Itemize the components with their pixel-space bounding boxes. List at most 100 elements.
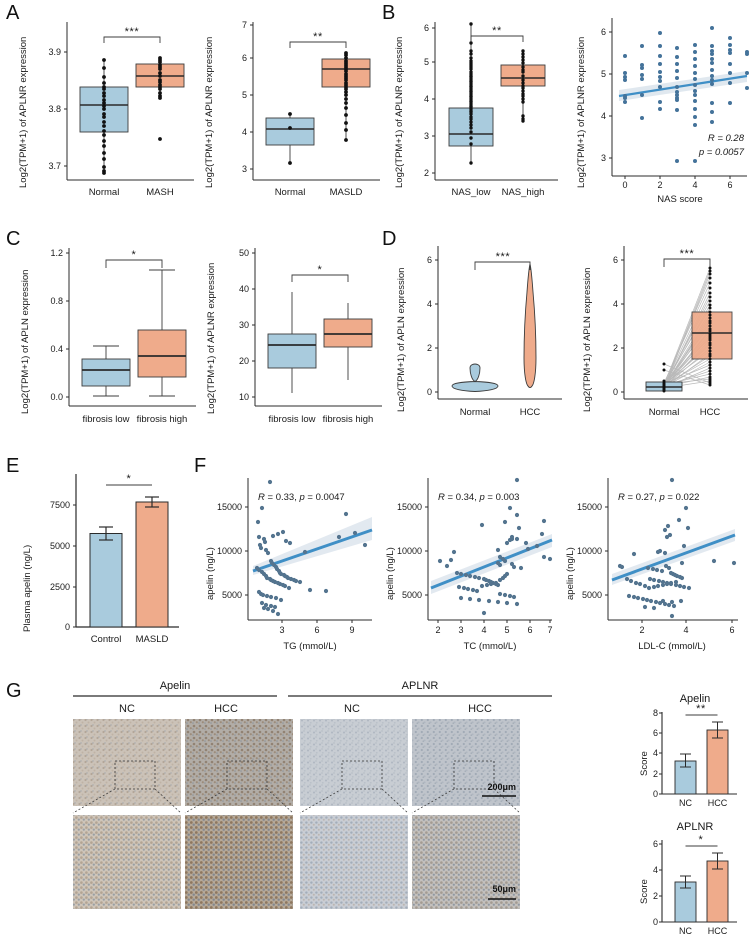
panel-label-G: G: [6, 680, 22, 702]
panelA-left-significance: ***: [103, 26, 161, 43]
panelE-significance: *: [106, 473, 152, 486]
panelB-right-xlabel: NAS score: [657, 194, 702, 205]
panelD-left-ylabel: Log2(TPM+1) of APLN expression: [396, 268, 407, 412]
panelA-left-ylabel: Log2(TPM+1) of APLNR expression: [18, 37, 29, 188]
xtick: 7: [547, 625, 552, 635]
scatter-points: [617, 477, 737, 619]
ytick: 5000: [582, 590, 602, 600]
ytick: 3: [242, 164, 247, 174]
panel-G-svg: Apelin APLNR NC HCC NC HCC 200μm 50μm: [72, 680, 552, 909]
scatter-points: [437, 477, 553, 616]
xtick: 4: [481, 625, 486, 635]
gbar-aplnr-nc: [674, 875, 697, 923]
panel-C: Log2(TPM+1) of APLN expression 0.0 0.4 0…: [14, 234, 382, 439]
boxplot-MASLD: [321, 51, 371, 142]
violin-normal: [451, 363, 499, 392]
fit-line: [618, 74, 748, 98]
panelA-left-plot: Log2(TPM+1) of APLNR expression 3.7 3.8 …: [18, 22, 194, 198]
paired-box-hcc: [691, 266, 733, 387]
ytick: 15000: [397, 502, 422, 512]
panelF-plot-TG: apelin (ng/L) 5000 10000 15000 3 6 9: [205, 478, 373, 652]
ytick: 5000: [50, 541, 70, 551]
gbar-apelin-hcc: [706, 721, 729, 795]
f3-xlabel: LDL-C (mmol/L): [638, 641, 706, 652]
sig-label: *: [318, 264, 323, 276]
xtick-masld: MASLD: [136, 634, 169, 645]
xtick: 6: [314, 625, 319, 635]
ytick: 5000: [402, 590, 422, 600]
boxplot-NAS-low: [448, 22, 494, 165]
gchart-apelin-ylabel: Score: [639, 751, 650, 776]
boxplot-fibrosis-low-APLNR: [267, 292, 317, 393]
f1-xlabel: TG (mmol/L): [283, 641, 336, 652]
ytick: 5000: [222, 590, 242, 600]
xtick-control: Control: [91, 634, 122, 645]
xtick: 3: [279, 625, 284, 635]
scatter-points: [623, 26, 749, 163]
panelD-right-significance: ***: [663, 248, 711, 267]
boxplot-normal-MASH: [79, 58, 129, 175]
ytick: 1.2: [50, 248, 63, 258]
xtick: 2: [639, 625, 644, 635]
panel-label-F: F: [194, 455, 207, 477]
group-title-aplnr: APLNR: [402, 680, 439, 692]
ytick: 3.9: [48, 47, 61, 57]
panelE-ylabel: Plasma apelin (ng/L): [22, 545, 33, 632]
xtick-nas-low: NAS_low: [451, 187, 490, 198]
ytick: 10000: [397, 546, 422, 556]
ytick: 6: [653, 728, 658, 738]
ytick: 4: [653, 865, 658, 875]
panel-C-svg: Log2(TPM+1) of APLN expression 0.0 0.4 0…: [20, 248, 382, 425]
panelF-plot-LDLC: apelin (ng/L) 5000 10000 15000 2 4 6: [565, 477, 738, 652]
ihc-image-apelin-hcc-high: [185, 815, 293, 909]
panel-A-svg: Log2(TPM+1) of APLNR expression 3.7 3.8 …: [18, 20, 380, 198]
ytick: 4: [601, 111, 606, 121]
panelD-left-significance: ***: [474, 251, 531, 270]
panelA-left-yaxis: 3.7 3.8 3.9: [48, 22, 68, 180]
panelA-right-plot: Log2(TPM+1) of APLNR expression 3 4 5 6 …: [204, 20, 380, 198]
panel-G-charts: Apelin Score 0 2 4 6 8 **: [625, 690, 755, 949]
xtick-masld: MASLD: [330, 187, 363, 198]
panelC-left-plot: Log2(TPM+1) of APLN expression 0.0 0.4 0…: [20, 248, 196, 425]
xtick-mash: MASH: [146, 187, 174, 198]
xtick-hcc: HCC: [708, 926, 728, 936]
ytick: 7: [242, 20, 247, 30]
xtick-hcc: HCC: [708, 798, 728, 808]
gchart-apelin-significance: **: [685, 703, 718, 716]
panel-G-charts-svg: Apelin Score 0 2 4 6 8 **: [639, 693, 737, 936]
group-title-apelin: Apelin: [160, 680, 191, 692]
f2-ann-R: R: [438, 492, 445, 503]
f2-ylabel: apelin (ng/L): [385, 547, 396, 600]
panel-D-svg: Log2(TPM+1) of APLN expression 0 2 4 6 *…: [396, 246, 748, 418]
sig-label: **: [696, 703, 706, 715]
panel-D: Log2(TPM+1) of APLN expression 0 2 4 6 *…: [390, 234, 755, 439]
panelF-plot-TC: apelin (ng/L) 5000 10000 15000 2 3 4 5 6…: [385, 477, 553, 652]
panelD-left-plot: Log2(TPM+1) of APLN expression 0 2 4 6 *…: [396, 246, 562, 418]
panelB-right-ylabel: Log2(TPM+1) of APLNR expression: [576, 37, 587, 188]
panel-label-D: D: [382, 228, 397, 250]
col-label-aplnr-nc: NC: [344, 703, 360, 715]
xtick: 2: [435, 625, 440, 635]
ytick: 6: [427, 255, 432, 265]
f3-ann-R: R: [618, 492, 625, 503]
f1-ann-R: R: [258, 492, 265, 503]
panel-B-svg: Log2(TPM+1) of APLNR expression 2 3 4 5 …: [394, 18, 749, 205]
fit-line: [252, 528, 373, 573]
f2-ann-rest: = 0.34,: [445, 492, 480, 503]
gchart-aplnr-significance: *: [685, 834, 718, 847]
f1-ann-p: p: [298, 492, 304, 503]
ytick: 15000: [217, 502, 242, 512]
ytick: 0.8: [50, 296, 63, 306]
ytick: 2: [613, 343, 618, 353]
ytick: 2: [653, 891, 658, 901]
ihc-image-aplnr-hcc-low: 200μm: [412, 719, 520, 806]
ihc-image-apelin-nc-low: [73, 719, 181, 806]
ihc-image-aplnr-nc-low: [300, 719, 408, 806]
panel-E: Plasma apelin (ng/L) 0 2500 5000 7500 * …: [14, 462, 194, 662]
panel-label-A: A: [6, 2, 20, 24]
xtick-fib-high: fibrosis high: [137, 414, 188, 425]
xtick: 4: [683, 625, 688, 635]
panel-label-E: E: [6, 455, 20, 477]
xtick-fib-low: fibrosis low: [269, 414, 316, 425]
xtick: 6: [729, 625, 734, 635]
